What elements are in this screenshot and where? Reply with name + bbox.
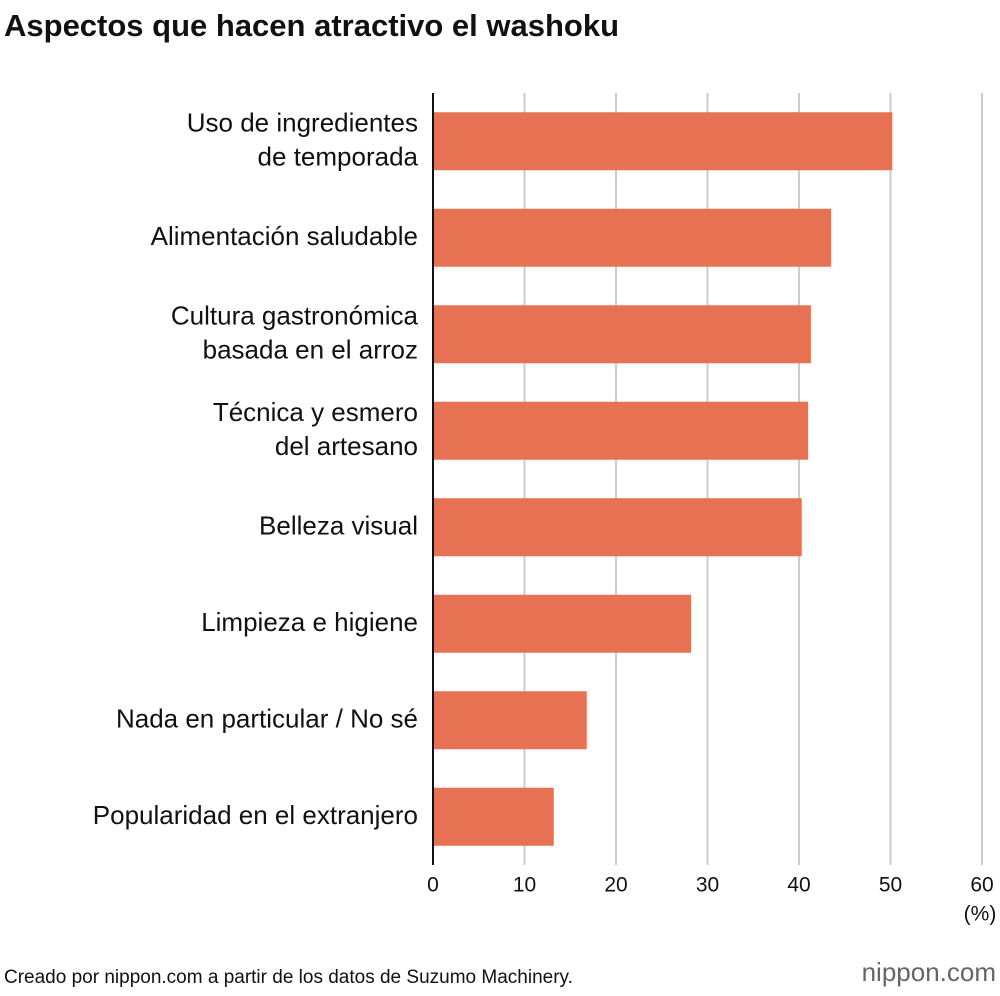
source: Creado por nippon.com a partir de los da… (4, 967, 573, 988)
bar (433, 498, 802, 557)
y-tick-label: Popularidad en el extranjero (93, 800, 418, 830)
x-tick-label: 20 (604, 874, 627, 897)
bar (433, 401, 809, 460)
x-tick-label: 50 (879, 874, 902, 897)
bar (433, 594, 692, 653)
bar (433, 787, 554, 846)
bar (433, 305, 811, 364)
y-tick-label: Nada en particular / No sé (116, 703, 418, 733)
x-tick-label: 0 (427, 874, 439, 897)
x-tick-label: 40 (787, 874, 810, 897)
bar (433, 691, 587, 750)
x-tick-label: 60 (970, 874, 993, 897)
logo: nippon.com (862, 957, 996, 987)
y-tick-label: Cultura gastronómica basada en el arroz (171, 300, 419, 364)
x-unit: (%) (964, 903, 997, 926)
bar (433, 112, 893, 171)
y-tick-label: Belleza visual (259, 510, 418, 540)
y-tick-label: Uso de ingredientes de temporada (187, 107, 419, 171)
x-tick-label: 30 (696, 874, 719, 897)
bar (433, 208, 832, 267)
chart-title: Aspectos que hacen atractivo el washoku (4, 8, 619, 43)
y-tick-label: Técnica y esmero del artesano (213, 397, 418, 461)
y-tick-label: Alimentación saludable (151, 221, 418, 251)
x-tick-label: 10 (513, 874, 536, 897)
y-tick-label: Limpieza e higiene (201, 607, 418, 637)
